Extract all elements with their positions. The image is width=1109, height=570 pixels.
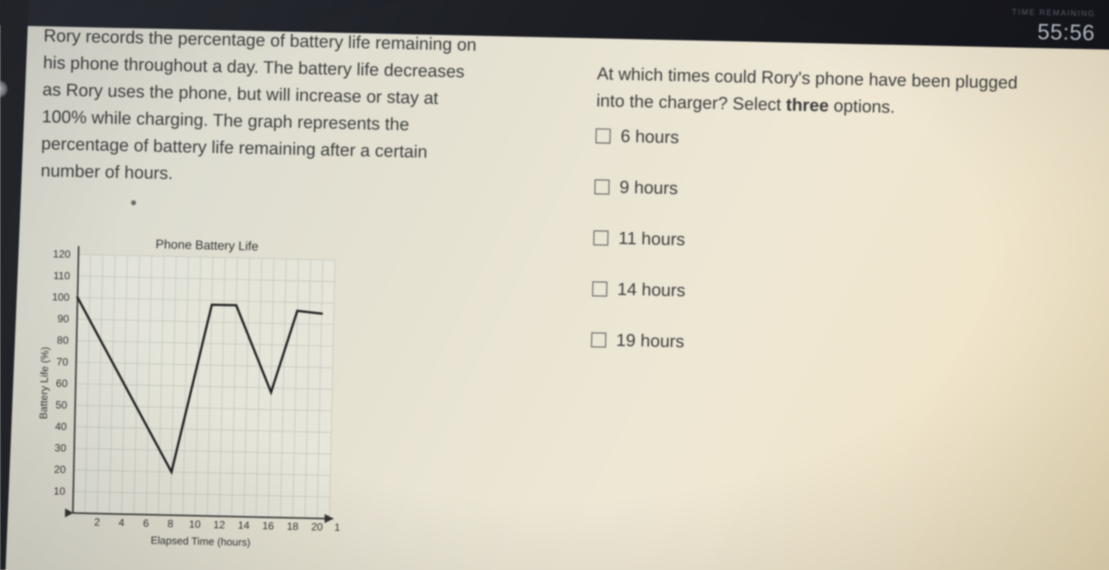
- svg-text:2: 2: [94, 517, 100, 529]
- svg-text:20: 20: [54, 464, 66, 476]
- svg-text:90: 90: [57, 313, 69, 325]
- svg-text:8: 8: [167, 518, 173, 530]
- svg-text:10: 10: [189, 519, 201, 531]
- svg-text:30: 30: [54, 442, 66, 454]
- svg-text:120: 120: [53, 248, 71, 260]
- svg-text:6: 6: [143, 518, 149, 530]
- svg-text:70: 70: [56, 356, 68, 368]
- svg-text:40: 40: [55, 421, 67, 433]
- svg-text:Elapsed Time (hours): Elapsed Time (hours): [151, 535, 251, 549]
- svg-text:10: 10: [54, 486, 66, 498]
- svg-text:100: 100: [52, 291, 70, 303]
- svg-text:12: 12: [213, 519, 225, 531]
- svg-text:16: 16: [262, 520, 274, 532]
- svg-text:Phone Battery Life: Phone Battery Life: [155, 237, 258, 253]
- svg-text:4: 4: [118, 517, 124, 529]
- svg-text:Battery Life (%): Battery Life (%): [38, 347, 52, 420]
- svg-text:50: 50: [55, 399, 67, 411]
- svg-text:20: 20: [311, 521, 323, 533]
- svg-text:80: 80: [57, 335, 69, 347]
- svg-text:14: 14: [238, 520, 250, 532]
- svg-text:60: 60: [56, 378, 68, 390]
- svg-text:110: 110: [53, 270, 70, 282]
- svg-text:1: 1: [334, 522, 340, 534]
- svg-text:18: 18: [287, 521, 299, 533]
